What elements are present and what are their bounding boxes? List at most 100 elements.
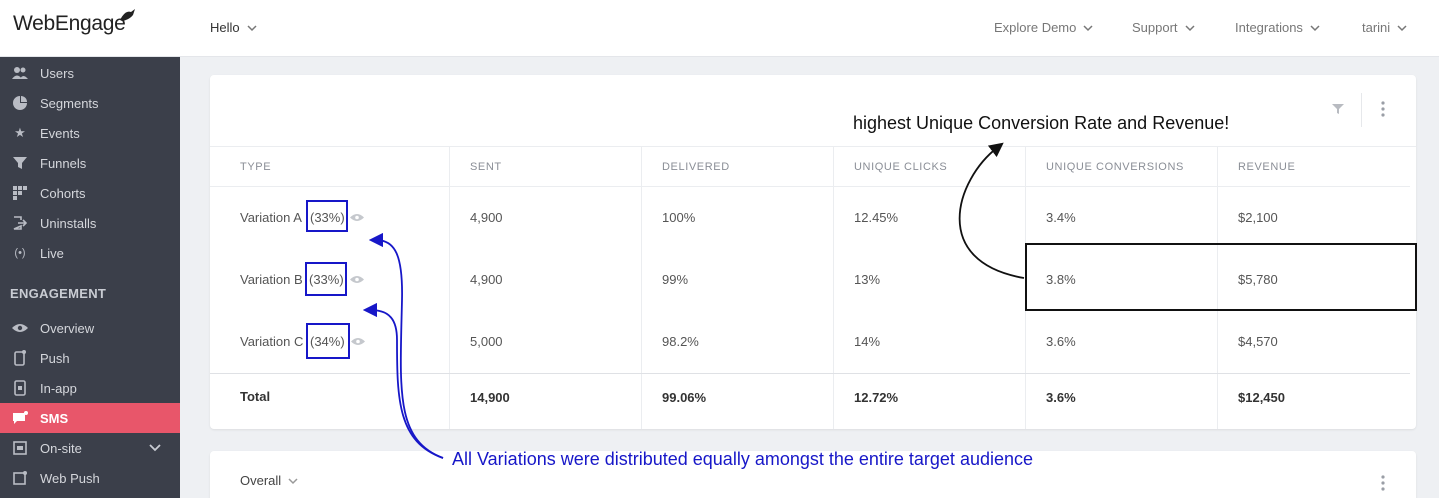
variation-a-sent: 4,900 — [470, 210, 503, 225]
sidebar-label: Live — [40, 245, 64, 261]
total-label: Total — [240, 389, 271, 404]
variation-c-label[interactable]: Variation C — [240, 334, 304, 349]
variation-c-percent: (34%) — [310, 334, 345, 349]
grid-icon — [12, 185, 28, 201]
total-conversions: 3.6% — [1046, 390, 1076, 405]
total-sent: 14,900 — [470, 390, 510, 405]
nav-explore-demo[interactable]: Explore Demo — [994, 20, 1094, 35]
variations-card: TYPE SENT DELIVERED UNIQUE CLICKS UNIQUE… — [210, 75, 1416, 429]
total-clicks: 12.72% — [854, 390, 899, 405]
header-row-divider — [210, 186, 1410, 187]
column-divider — [1025, 147, 1026, 429]
column-divider — [449, 147, 450, 429]
sidebar-item-users[interactable]: Users — [0, 58, 180, 88]
sidebar-item-cohorts[interactable]: Cohorts — [0, 178, 180, 208]
more-options-icon[interactable] — [1381, 475, 1385, 491]
users-icon — [12, 65, 28, 81]
chevron-down-icon — [288, 477, 298, 484]
eye-icon — [12, 320, 28, 336]
column-header-type[interactable]: TYPE — [240, 161, 272, 173]
sidebar-item-events[interactable]: ★ Events — [0, 118, 180, 148]
variation-b-conversions: 3.8% — [1046, 272, 1076, 287]
overall-label: Overall — [240, 473, 282, 488]
column-divider — [641, 147, 642, 429]
variation-c-sent: 5,000 — [470, 334, 503, 349]
sidebar-item-on-site[interactable]: On-site — [0, 433, 180, 463]
sidebar: Users Segments ★ Events Funnels Cohorts … — [0, 57, 180, 498]
mobile-push-icon — [12, 350, 28, 366]
chevron-down-icon — [1310, 24, 1320, 31]
variation-b-clicks: 13% — [854, 272, 881, 287]
webengage-logo[interactable]: WebEngage — [13, 9, 135, 36]
sidebar-item-segments[interactable]: Segments — [0, 88, 180, 118]
sidebar-label: On-site — [40, 440, 82, 456]
variation-a-percent: (33%) — [310, 210, 345, 225]
sidebar-label: In-app — [40, 380, 77, 396]
exit-icon — [12, 215, 28, 231]
sidebar-item-overview[interactable]: Overview — [0, 313, 180, 343]
column-divider — [833, 147, 834, 429]
sidebar-section-engagement: ENGAGEMENT — [10, 286, 107, 301]
column-header-unique-clicks[interactable]: UNIQUE CLICKS — [854, 161, 948, 173]
preview-eye-icon[interactable] — [350, 213, 364, 222]
logo-text: WebEngage — [13, 12, 126, 35]
sidebar-label: Overview — [40, 320, 95, 336]
nav-integrations[interactable]: Integrations — [1235, 20, 1321, 35]
sidebar-label: Segments — [40, 95, 99, 111]
nav-support[interactable]: Support — [1132, 20, 1196, 35]
sidebar-item-uninstalls[interactable]: Uninstalls — [0, 208, 180, 238]
preview-eye-icon[interactable] — [350, 275, 364, 284]
project-switcher[interactable]: Hello — [210, 20, 258, 35]
annotation-text-bottom: All Variations were distributed equally … — [452, 449, 1034, 469]
card-header-divider — [210, 146, 1416, 147]
nav-label: Explore Demo — [994, 20, 1077, 35]
variation-a-label[interactable]: Variation A — [240, 210, 302, 225]
pie-chart-icon — [12, 95, 28, 111]
variation-c-clicks: 14% — [854, 334, 881, 349]
variation-c-revenue: $4,570 — [1238, 334, 1278, 349]
top-bar: WebEngage Hello Explore Demo Support Int… — [0, 0, 1439, 57]
preview-eye-icon[interactable] — [351, 337, 365, 346]
logo-bird-icon — [120, 9, 135, 21]
chevron-down-icon[interactable] — [148, 441, 162, 455]
in-app-icon — [12, 380, 28, 396]
total-revenue: $12,450 — [1238, 390, 1285, 405]
star-icon: ★ — [14, 125, 26, 140]
overall-dropdown[interactable]: Overall — [240, 473, 299, 488]
nav-user-menu[interactable]: tarini — [1362, 20, 1408, 35]
variation-c-conversions: 3.6% — [1046, 334, 1076, 349]
column-header-unique-conversions[interactable]: UNIQUE CONVERSIONS — [1046, 161, 1184, 173]
column-header-delivered[interactable]: DELIVERED — [662, 161, 730, 173]
variation-b-revenue: $5,780 — [1238, 272, 1278, 287]
sidebar-item-sms[interactable]: SMS — [0, 403, 180, 433]
nav-label: Integrations — [1235, 20, 1303, 35]
sidebar-item-push[interactable]: Push — [0, 343, 180, 373]
funnel-icon — [12, 155, 28, 171]
sidebar-item-in-app[interactable]: In-app — [0, 373, 180, 403]
column-header-sent[interactable]: SENT — [470, 161, 502, 173]
column-divider — [1217, 147, 1218, 429]
sidebar-item-funnels[interactable]: Funnels — [0, 148, 180, 178]
sidebar-item-web-push[interactable]: Web Push — [0, 463, 180, 493]
chevron-down-icon — [1083, 24, 1093, 31]
nav-label: Support — [1132, 20, 1178, 35]
web-push-icon — [12, 470, 28, 486]
chevron-down-icon — [1185, 24, 1195, 31]
sidebar-label: Events — [40, 125, 80, 141]
filter-icon[interactable] — [1332, 103, 1344, 115]
on-site-icon — [12, 440, 28, 456]
column-header-revenue[interactable]: REVENUE — [1238, 161, 1296, 173]
variation-a-conversions: 3.4% — [1046, 210, 1076, 225]
variation-b-percent: (33%) — [309, 272, 344, 287]
variation-a-delivered: 100% — [662, 210, 696, 225]
variation-b-sent: 4,900 — [470, 272, 503, 287]
variation-b-label[interactable]: Variation B — [240, 272, 303, 287]
total-delivered: 99.06% — [662, 390, 707, 405]
sidebar-item-live[interactable]: (•) Live — [0, 238, 180, 268]
project-name: Hello — [210, 20, 240, 35]
sidebar-label: Push — [40, 350, 70, 366]
sms-icon — [12, 410, 28, 426]
variation-c-delivered: 98.2% — [662, 334, 699, 349]
sidebar-label: Cohorts — [40, 185, 86, 201]
more-options-icon[interactable] — [1381, 101, 1385, 117]
